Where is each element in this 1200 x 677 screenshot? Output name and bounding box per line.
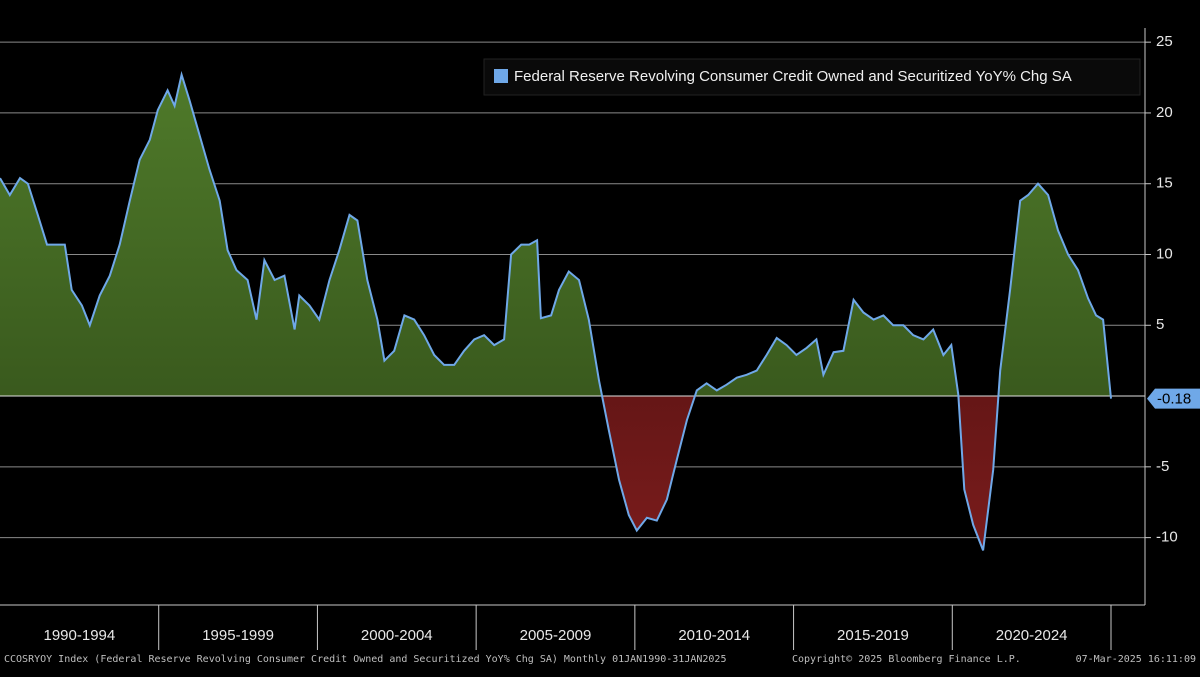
footer-timestamp: 07-Mar-2025 16:11:09 [1076, 654, 1196, 665]
y-axis: -10 -5 5 10 15 20 25 -0.18 [1145, 33, 1200, 546]
x-period-label: 2015-2019 [837, 627, 909, 644]
legend-box [483, 58, 1141, 96]
y-tick-label: -5 [1156, 458, 1169, 475]
y-tick-label: 5 [1156, 316, 1164, 333]
x-period-label: 1990-1994 [43, 627, 115, 644]
y-tick-label: 20 [1156, 104, 1173, 121]
y-tick-label: 25 [1156, 33, 1173, 50]
y-tick-label: 15 [1156, 175, 1173, 192]
line [0, 70, 1112, 551]
legend-label: Federal Reserve Revolving Consumer Credi… [514, 68, 1072, 85]
x-period-label: 1995-1999 [202, 627, 274, 644]
area-positive [0, 74, 1111, 397]
legend-swatch [494, 69, 508, 83]
legend: Federal Reserve Revolving Consumer Credi… [483, 58, 1141, 96]
x-period-label: 2010-2014 [678, 627, 750, 644]
last-value-label: -0.18 [1157, 391, 1191, 408]
x-axis: 1990-1994 1995-1999 2000-2004 2005-2009 2010… [43, 605, 1112, 650]
x-period-label: 2000-2004 [361, 627, 433, 644]
x-period-label: 2005-2009 [520, 627, 592, 644]
x-period-label: 2020-2024 [996, 627, 1068, 644]
y-tick-label: -10 [1156, 529, 1178, 546]
last-value-tag [1147, 388, 1200, 409]
footer-copyright: Copyright© 2025 Bloomberg Finance L.P. [792, 654, 1021, 665]
plot-area [0, 70, 1145, 551]
y-tick-label: 10 [1156, 245, 1173, 262]
footer-source: CCOSRYOY Index (Federal Reserve Revolvin… [4, 654, 726, 665]
